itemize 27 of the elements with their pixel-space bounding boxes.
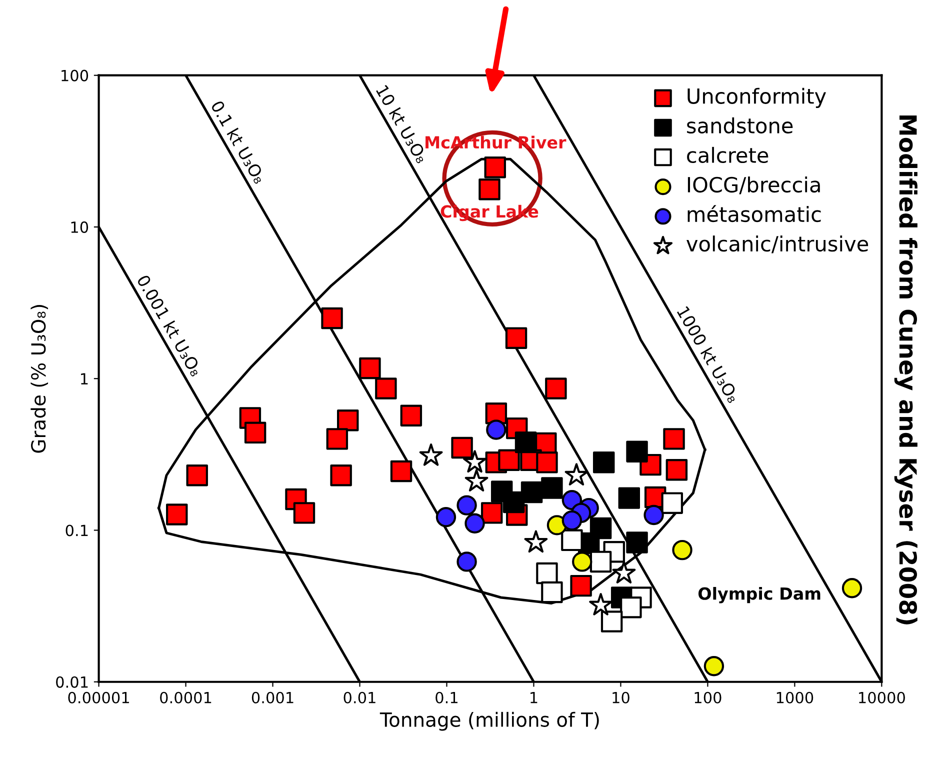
- legend-label: volcanic/intrusive: [686, 236, 868, 254]
- legend-label: Unconformity: [688, 88, 826, 108]
- x-tick-label: 0.001: [252, 692, 294, 704]
- legend-label: calcrete: [687, 146, 768, 164]
- x-tick-label: 10: [612, 692, 630, 704]
- text: 0.1 kt U₃O₈: [210, 100, 267, 184]
- legend-label: sandstone: [687, 117, 793, 134]
- x-tick-label: 0.1: [436, 692, 458, 704]
- x-axis-title: Tonnage (millions of T): [380, 712, 599, 731]
- y-tick-label: 100: [62, 70, 88, 82]
- x-tick-label: 1: [530, 692, 538, 704]
- legend-label: IOCG/breccia: [688, 176, 820, 194]
- x-tick-label: 100: [694, 692, 722, 704]
- x-tick-label: 0.0001: [160, 692, 212, 704]
- x-tick-label: 10000: [859, 692, 905, 704]
- x-tick-label: 1000: [776, 692, 814, 704]
- text: 10 kt U₃O₈: [376, 84, 426, 164]
- y-tick-label: 0.1: [66, 524, 88, 536]
- x-tick-label: 0.01: [344, 692, 376, 704]
- y-tick-label: 0.01: [56, 676, 88, 688]
- x-tick-label: 0.00001: [68, 692, 129, 704]
- legend-label: métasomatic: [688, 205, 821, 222]
- y-tick-label: 10: [71, 221, 88, 233]
- y-axis-title: Grade (% U₃O₈): [30, 305, 48, 453]
- annotation: Olympic Dam: [698, 586, 820, 604]
- y-tick-label: 1: [81, 373, 88, 384]
- text: Modified from Cuney and Kyser (2008): [894, 116, 918, 624]
